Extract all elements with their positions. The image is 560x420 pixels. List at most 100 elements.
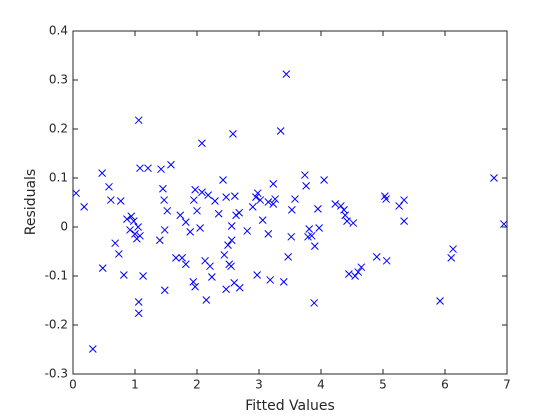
point	[284, 253, 292, 261]
point	[264, 230, 273, 238]
point	[372, 253, 381, 261]
x-tick-label: 0	[69, 378, 77, 392]
point	[253, 189, 262, 198]
point	[331, 200, 340, 208]
point	[349, 219, 358, 227]
point	[271, 195, 279, 203]
point	[351, 272, 359, 280]
point	[189, 278, 198, 286]
point	[288, 205, 296, 214]
point	[287, 232, 296, 241]
point	[193, 206, 201, 215]
point	[382, 256, 391, 265]
y-tick-label: 0.4	[49, 24, 68, 38]
point	[157, 165, 165, 174]
point	[345, 270, 353, 278]
point	[163, 206, 172, 215]
x-tick-label: 7	[503, 378, 511, 392]
point	[256, 196, 265, 204]
point	[88, 345, 97, 353]
plot-area	[72, 30, 508, 375]
point	[224, 241, 232, 249]
point	[136, 231, 144, 240]
point	[282, 70, 291, 78]
x-axis-label: Fitted Values	[245, 398, 335, 414]
point	[354, 268, 363, 276]
point	[136, 164, 144, 173]
y-tick-label: 0	[60, 220, 68, 234]
point	[227, 236, 236, 245]
point	[305, 225, 314, 233]
point	[119, 271, 128, 279]
point	[222, 193, 230, 201]
point	[167, 160, 175, 169]
point	[206, 262, 214, 271]
point	[341, 211, 350, 220]
point	[343, 217, 351, 225]
point	[400, 196, 408, 204]
point	[181, 218, 190, 226]
point	[219, 176, 227, 184]
y-axis-label: Residuals	[23, 169, 39, 235]
point	[116, 197, 125, 205]
point	[123, 215, 131, 224]
point	[131, 230, 139, 238]
point	[198, 188, 206, 197]
point	[126, 226, 134, 234]
point	[307, 231, 316, 240]
x-tick-label: 4	[317, 378, 325, 392]
point	[191, 282, 199, 291]
x-tick-label: 3	[255, 378, 263, 392]
point	[80, 203, 89, 211]
point	[220, 251, 229, 259]
y-tick-label: 0.1	[49, 171, 68, 185]
point	[186, 228, 195, 236]
point	[436, 297, 444, 305]
point	[115, 250, 123, 258]
point	[202, 296, 211, 304]
point	[400, 217, 408, 225]
point	[191, 185, 199, 194]
point	[198, 139, 206, 148]
point	[155, 236, 164, 245]
point	[258, 216, 267, 224]
point	[243, 227, 252, 235]
point	[204, 191, 213, 200]
point	[144, 164, 152, 173]
point	[264, 198, 273, 206]
point	[105, 182, 113, 191]
point	[447, 254, 456, 262]
point	[176, 211, 185, 220]
point	[127, 212, 136, 221]
point	[382, 195, 390, 203]
point	[229, 130, 237, 138]
point	[72, 189, 80, 198]
y-tick-label: 0.2	[49, 122, 68, 136]
point	[227, 222, 236, 230]
point	[178, 254, 186, 262]
point	[222, 285, 230, 294]
point	[172, 254, 180, 262]
point	[159, 184, 167, 193]
point	[98, 169, 106, 177]
point	[98, 264, 107, 273]
point	[449, 245, 457, 253]
point	[336, 202, 345, 210]
point	[134, 116, 143, 125]
point	[490, 174, 498, 182]
y-tick-label: 0.3	[49, 73, 68, 87]
point	[208, 273, 216, 281]
point	[276, 127, 285, 135]
point	[181, 260, 190, 269]
point	[310, 299, 319, 307]
point	[291, 195, 299, 203]
point	[196, 224, 204, 232]
point	[302, 181, 310, 190]
point	[190, 196, 198, 204]
point	[235, 283, 244, 292]
point	[395, 202, 403, 210]
x-tick-label: 5	[379, 378, 387, 392]
x-tick-label: 6	[441, 378, 449, 392]
point	[134, 309, 143, 318]
